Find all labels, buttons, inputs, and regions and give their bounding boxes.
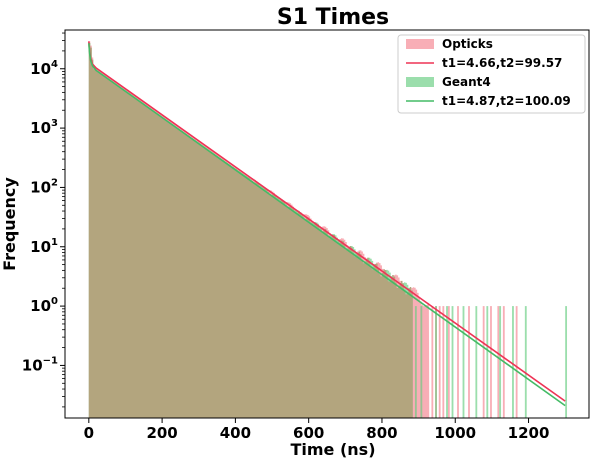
histogram-opticks-spike: [497, 306, 500, 418]
histogram-geant4-spike: [414, 306, 417, 418]
x-tick-label: 200: [146, 424, 177, 442]
fit-line-2: [88, 43, 566, 407]
histogram-opticks-spike: [442, 306, 445, 418]
histogram-opticks-spike: [515, 306, 518, 418]
y-tick-label: 103: [30, 118, 58, 137]
axes: 0 200 400 600 800 1000 1200 10−1 100 101 102 103 104: [22, 29, 590, 442]
legend-label: t1=4.87,t2=100.09: [442, 94, 571, 108]
legend: Opticks t1=4.66,t2=99.57 Geant4 t1=4.87,t2=…: [397, 34, 586, 114]
x-tick-label: 600: [293, 424, 324, 442]
chart-title: S1 Times: [277, 5, 389, 30]
histogram-overlap-body: [88, 43, 413, 418]
y-tick-label: 10−1: [22, 355, 58, 374]
y-tick-label: 100: [30, 296, 58, 315]
histogram-geant4-spike: [475, 306, 478, 418]
legend-label: Opticks: [442, 37, 493, 51]
axes-frame: [64, 29, 590, 419]
histogram-geant4-spike: [435, 306, 437, 418]
x-tick-label: 1000: [434, 424, 476, 442]
histogram-geant4-spike: [512, 306, 514, 418]
histogram-geant4-spike: [524, 306, 527, 418]
histogram-opticks-spike: [468, 306, 470, 418]
legend-label: t1=4.66,t2=99.57: [442, 56, 562, 70]
legend-box: [397, 34, 586, 114]
x-tick-label: 400: [220, 424, 251, 442]
legend-swatch-geant4: [406, 77, 434, 87]
legend-swatch-opticks: [406, 39, 434, 49]
histogram-geant4-spike: [451, 306, 454, 418]
x-tick-label: 800: [366, 424, 397, 442]
histogram-geant4-spike: [565, 306, 568, 418]
x-tick-label: 1200: [508, 424, 550, 442]
legend-label: Geant4: [442, 75, 491, 89]
histogram-geant4-spike: [486, 306, 489, 418]
histogram-geant4-spike: [499, 306, 502, 418]
y-axis-label: Frequency: [0, 177, 19, 271]
y-tick-label: 101: [30, 237, 58, 256]
histogram-geant4-spike: [420, 306, 423, 418]
plot-content: [88, 41, 568, 418]
histogram-opticks-spike: [482, 306, 485, 418]
histogram-opticks-spike: [447, 306, 450, 418]
y-tick-label: 102: [30, 177, 58, 196]
histogram-opticks-spike: [438, 306, 441, 418]
y-tick-label: 104: [30, 59, 58, 78]
x-axis-label: Time (ns): [290, 440, 375, 459]
histogram-opticks-spike: [431, 306, 434, 418]
histogram-opticks-spike: [457, 306, 459, 418]
histogram-geant4-spike: [446, 306, 448, 418]
histogram-geant4-spike: [462, 306, 465, 418]
histogram-opticks-spike: [490, 306, 492, 418]
x-tick-label: 0: [84, 424, 94, 442]
